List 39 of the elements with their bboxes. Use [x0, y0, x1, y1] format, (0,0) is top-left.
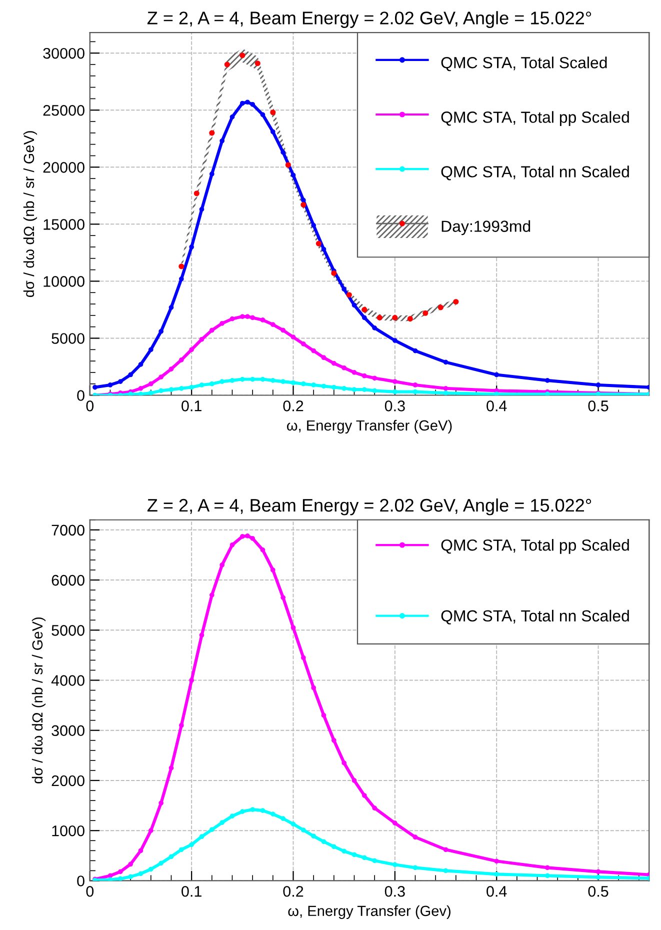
- y-tick-label: 3000: [52, 725, 84, 736]
- y-tick-label: 10000: [44, 276, 84, 287]
- x-tick-label: 0: [86, 400, 94, 412]
- x-tick-label: 0.5: [588, 886, 608, 897]
- y-tick-label: 4000: [51, 675, 84, 686]
- legend-label: Day:1993md: [442, 220, 530, 236]
- y-tick-label: 5000: [52, 333, 84, 344]
- y-tick-label: 1000: [52, 825, 84, 836]
- y-tick-label: 6000: [52, 574, 84, 586]
- x-tick-label: 0.3: [384, 400, 405, 412]
- legend-label: QMC STA, Total pp Scaled: [441, 111, 629, 126]
- x-tick-label: 0.4: [486, 400, 507, 412]
- y-axis-title: dσ / dω dΩ (nb / sr / GeV): [23, 131, 37, 298]
- y-tick-label: 0: [77, 390, 84, 401]
- y-tick-label: 5000: [52, 624, 84, 636]
- y-tick-label: 0: [77, 876, 84, 886]
- x-tick-label: 0.1: [182, 400, 202, 412]
- y-tick-label: 20000: [43, 162, 84, 173]
- y-tick-label: 2000: [52, 775, 84, 786]
- legend-label: QMC STA, Total nn Scaled: [441, 166, 629, 180]
- y-axis-title: dσ / dω dΩ (nb / sr / GeV): [32, 617, 46, 784]
- x-axis-title: ω, Energy Transfer (Gev): [288, 905, 450, 919]
- legend-label: QMC STA, Total nn Scaled: [441, 610, 629, 624]
- x-tick-label: 0.1: [182, 886, 202, 897]
- y-tick-label: 25000: [43, 104, 84, 116]
- y-tick-label: 15000: [44, 219, 84, 230]
- legend-label: QMC STA, Total Scaled: [441, 56, 607, 72]
- y-tick-label: 7000: [52, 524, 84, 536]
- x-tick-label: 0.2: [283, 886, 304, 897]
- x-axis-title: ω, Energy Transfer (GeV): [287, 420, 452, 434]
- x-tick-label: 0.3: [384, 886, 405, 897]
- chart-title: Z = 2, A = 4, Beam Energy = 2.02 GeV, Angle = 15.022°: [147, 11, 592, 28]
- x-tick-label: 0: [86, 886, 94, 897]
- x-tick-label: 0.5: [588, 400, 608, 412]
- y-tick-label: 30000: [43, 48, 84, 59]
- legend-label: QMC STA, Total pp Scaled: [441, 539, 629, 554]
- chart-title: Z = 2, A = 4, Beam Energy = 2.02 GeV, Angle = 15.022°: [147, 498, 592, 516]
- x-tick-label: 0.2: [283, 400, 304, 412]
- x-tick-label: 0.4: [486, 886, 507, 897]
